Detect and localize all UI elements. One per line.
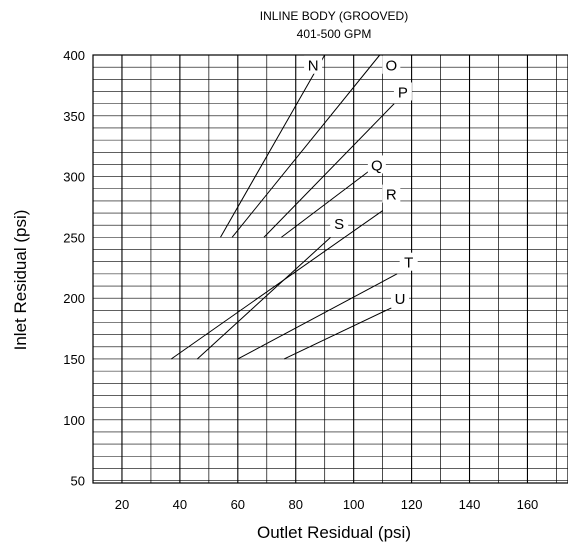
series-label-r: R: [386, 187, 397, 204]
x-tick-label: 140: [459, 497, 481, 512]
series-label-background: [330, 213, 349, 232]
series-line-n: [220, 54, 326, 238]
series-line-o: [231, 54, 381, 238]
series-label-background: [382, 55, 401, 74]
x-tick-label: 60: [231, 497, 245, 512]
series-label-t: T: [404, 255, 413, 272]
x-tick-label: 100: [343, 497, 365, 512]
y-tick-label: 250: [63, 230, 85, 245]
grid: [93, 54, 568, 483]
series-label-background: [304, 55, 323, 74]
y-tick-label: 100: [63, 413, 85, 428]
tick-labels: 20 40 60 80 100 120 140 160 50 100 150 200 250 300 350…: [63, 48, 538, 512]
series-line-u: [283, 307, 392, 360]
series-label-background: [391, 289, 410, 308]
series-label-background: [382, 184, 401, 203]
x-tick-label: 160: [517, 497, 539, 512]
series-label-p: P: [398, 84, 408, 101]
y-tick-label: 150: [63, 352, 85, 367]
y-tick-label: 50: [71, 474, 85, 489]
series-label-s: S: [334, 216, 344, 233]
x-tick-label: 40: [173, 497, 187, 512]
series-line-p: [263, 103, 395, 238]
x-tick-label: 120: [401, 497, 423, 512]
plot-frame: [92, 54, 568, 484]
series-label-background: [393, 82, 412, 101]
x-tick-label: 80: [289, 497, 303, 512]
y-tick-label: 200: [63, 291, 85, 306]
y-tick-label: 350: [63, 109, 85, 124]
series-label-u: U: [395, 291, 406, 308]
series-label-background: [367, 155, 386, 174]
x-axis-label: Outlet Residual (psi): [257, 523, 411, 542]
series-line-q: [280, 171, 369, 238]
series-label-background: [399, 252, 418, 271]
series-label-n: N: [308, 58, 319, 75]
y-tick-label: 400: [63, 48, 85, 63]
series-label-q: Q: [371, 157, 383, 174]
y-axis-label: Inlet Residual (psi): [11, 210, 30, 351]
series-label-o: O: [385, 58, 397, 75]
series-group: N OP QR S T U: [170, 54, 418, 360]
series-line-r: [170, 210, 383, 360]
chart-subtitle: 401-500 GPM: [297, 27, 372, 41]
series-line-t: [237, 273, 398, 360]
chart-title: INLINE BODY (GROOVED): [260, 9, 408, 23]
series-line-s: [196, 237, 331, 360]
x-tick-label: 20: [115, 497, 129, 512]
y-tick-label: 300: [63, 170, 85, 185]
